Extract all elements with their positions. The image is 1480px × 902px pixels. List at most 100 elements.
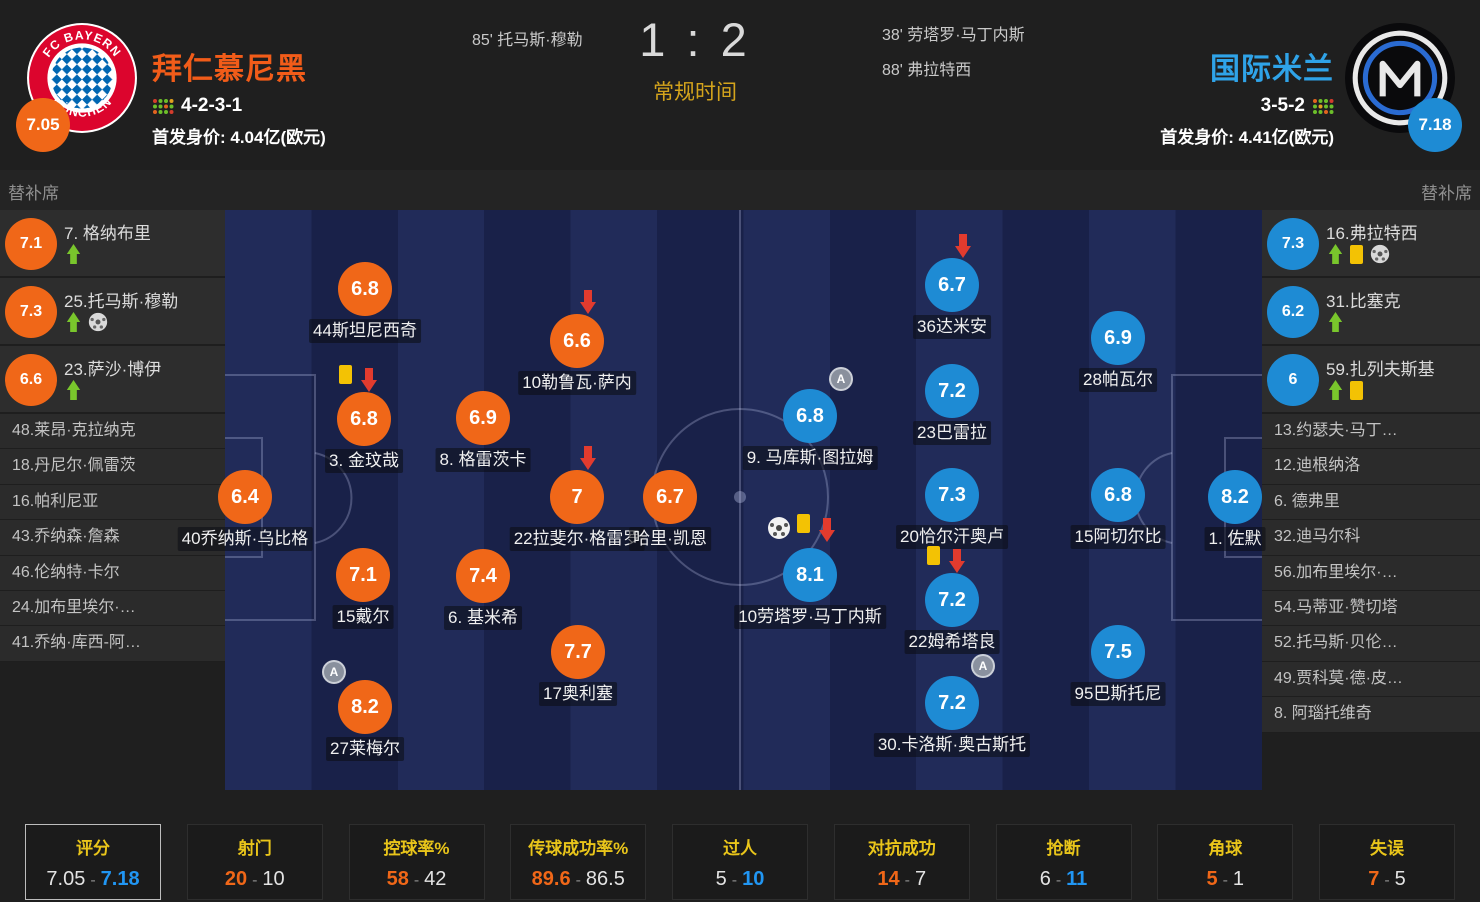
player-sane[interactable]: 6.6 10勒鲁瓦·萨内 (518, 290, 636, 395)
bench-rating-badge: 6.6 (5, 354, 57, 406)
stat-label: 角球 (1208, 839, 1243, 858)
scorer-entry: 85' 托马斯·穆勒 (472, 32, 583, 49)
bench-player-row[interactable]: 7.1 7. 格纳布里 (0, 210, 225, 278)
player-lautaro[interactable]: 8.1 10劳塔罗·马丁内斯 (734, 514, 886, 629)
player-name-label: 哈里·凯恩 (629, 527, 711, 551)
bench-player-row[interactable]: 41.乔纳·库西-阿… (0, 626, 225, 662)
player-rating-badge: 8.2 (1208, 470, 1262, 524)
bench-player-row[interactable]: 48.莱昂·克拉纳克 (0, 414, 225, 450)
bench-rating-badge: 7.1 (5, 218, 57, 270)
player-carlos-augusto[interactable]: A 7.2 30.卡洛斯·奥古斯托 (873, 654, 1031, 757)
bench-player-name: 31.比塞克 (1326, 292, 1401, 311)
player-name-label: 95巴斯托尼 (1070, 682, 1166, 706)
player-kim[interactable]: 6.8 3. 金玟哉 (325, 365, 403, 473)
yellow-card-icon (1350, 244, 1363, 264)
player-olise[interactable]: 7.7 17奥利塞 (539, 625, 617, 706)
away-formation-icon (1313, 98, 1334, 114)
stat-box-errors[interactable]: 失误 7-5 (1319, 824, 1455, 900)
player-name-label: 23巴雷拉 (913, 421, 991, 445)
bench-player-row[interactable]: 6. 德弗里 (1262, 484, 1480, 521)
assist-icon: A (829, 367, 853, 391)
substituted-out-icon (580, 446, 596, 470)
player-kane[interactable]: 6.7 哈里·凯恩 (629, 470, 711, 551)
substituted-out-icon (580, 290, 596, 314)
stat-box-dribbles[interactable]: 过人 5-10 (672, 824, 808, 900)
player-rating-badge: 7.5 (1091, 625, 1145, 679)
player-calhanoglu[interactable]: 7.3 20恰尔汗奥卢 (896, 468, 1008, 549)
player-name-label: 22姆希塔良 (904, 630, 1000, 654)
bench-player-row[interactable]: 54.马蒂亚·赞切塔 (1262, 590, 1480, 627)
bench-player-row[interactable]: 6 59.扎列夫斯基 (1262, 346, 1480, 414)
bench-player-name: 7. 格纳布里 (64, 224, 151, 243)
player-rating-badge: 7.2 (925, 676, 979, 730)
bench-player-row[interactable]: 6.2 31.比塞克 (1262, 278, 1480, 346)
stat-box-pass-accuracy[interactable]: 传球成功率% 89.6-86.5 (510, 824, 647, 900)
match-stats-bar: 评分 7.05-7.18 射门 20-10 控球率% 58-42 传球成功率% … (25, 824, 1455, 900)
stat-box-shots[interactable]: 射门 20-10 (186, 824, 323, 900)
player-rating-badge: 7.7 (551, 625, 605, 679)
stat-label: 抢断 (1046, 839, 1081, 858)
player-name-label: 15戴尔 (332, 605, 394, 629)
player-dier[interactable]: 7.1 15戴尔 (332, 548, 394, 629)
stat-label: 控球率% (383, 839, 450, 858)
player-mkhitaryan[interactable]: 7.2 22姆希塔良 (904, 546, 1000, 654)
bench-player-row[interactable]: 8. 阿瑙托维奇 (1262, 697, 1480, 733)
bench-title-right: 替补席 (1421, 184, 1472, 203)
stat-box-corners[interactable]: 角球 5-1 (1157, 824, 1294, 900)
home-formation-icon (153, 98, 174, 114)
stat-box-duels-won[interactable]: 对抗成功 14-7 (833, 824, 970, 900)
player-kimmich[interactable]: 7.4 6. 基米希 (444, 549, 522, 630)
player-rating-badge: 7.2 (925, 364, 979, 418)
away-bench-list: 7.3 16.弗拉特西 6.2 31.比塞克 6 59.扎列夫斯基 13.约瑟夫… (1262, 210, 1480, 733)
player-darmian[interactable]: 6.7 36达米安 (913, 234, 991, 339)
substituted-in-icon (66, 244, 81, 264)
player-goretzka[interactable]: 6.9 8. 格雷茨卡 (435, 391, 531, 472)
player-rating-badge: 6.4 (218, 470, 272, 524)
stat-box-possession[interactable]: 控球率% 58-42 (348, 824, 485, 900)
player-bastoni[interactable]: 7.5 95巴斯托尼 (1070, 625, 1166, 706)
stat-box-tackles[interactable]: 抢断 6-11 (995, 824, 1132, 900)
substituted-in-icon (66, 380, 81, 400)
bench-rating-badge: 6.2 (1267, 286, 1319, 338)
bench-player-row[interactable]: 12.迪根纳洛 (1262, 449, 1480, 485)
home-team-name[interactable]: 拜仁慕尼黑 (152, 53, 307, 86)
substituted-out-icon (361, 368, 377, 392)
away-team-rating-badge: 7.18 (1408, 98, 1462, 152)
away-team-name[interactable]: 国际米兰 (1210, 53, 1334, 86)
stat-box-rating[interactable]: 评分 7.05-7.18 (25, 824, 161, 900)
player-rating-badge: 8.1 (783, 548, 837, 602)
home-team-info: 拜仁慕尼黑 4-2-3-1 首发身价: 4.04亿(欧元) (152, 44, 326, 148)
player-rating-badge: 7.4 (456, 549, 510, 603)
bench-player-row[interactable]: 7.3 16.弗拉特西 (1262, 210, 1480, 278)
bench-player-row[interactable]: 7.3 25.托马斯·穆勒 (0, 278, 225, 346)
player-sommer[interactable]: 8.2 1. 佐默 (1204, 470, 1266, 551)
bench-player-row[interactable]: 18.丹尼尔·佩雷茨 (0, 449, 225, 485)
player-name-label: 28帕瓦尔 (1079, 368, 1157, 392)
bench-player-row[interactable]: 56.加布里埃尔·… (1262, 555, 1480, 591)
player-acerbi[interactable]: 6.8 15阿切尔比 (1070, 468, 1166, 549)
player-rating-badge: 6.8 (338, 262, 392, 316)
player-rating-badge: 6.8 (1091, 468, 1145, 522)
bench-player-row[interactable]: 16.帕利尼亚 (0, 484, 225, 521)
bench-player-row[interactable]: 52.托马斯·贝伦… (1262, 626, 1480, 662)
bench-player-row[interactable]: 13.约瑟夫·马丁… (1262, 414, 1480, 450)
player-barella[interactable]: 7.2 23巴雷拉 (913, 364, 991, 445)
bench-player-row[interactable]: 46.伦纳特·卡尔 (0, 555, 225, 591)
player-thuram[interactable]: A 6.8 9. 马库斯·图拉姆 (742, 367, 878, 470)
score: 1 : 2 (639, 13, 751, 66)
bench-player-row[interactable]: 6.6 23.萨沙·博伊 (0, 346, 225, 414)
player-guerreiro[interactable]: 7 22拉斐尔·格雷罗 (509, 446, 645, 551)
player-name-label: 6. 基米希 (444, 606, 522, 630)
bench-rating-badge: 7.3 (5, 286, 57, 338)
bench-player-name: 25.托马斯·穆勒 (64, 292, 179, 311)
player-stanisic[interactable]: 6.8 44斯坦尼西奇 (309, 262, 421, 343)
player-rating-badge: 7.2 (925, 573, 979, 627)
player-urbig[interactable]: 6.4 40乔纳斯·乌比格 (177, 470, 313, 551)
bench-player-row[interactable]: 32.迪马尔科 (1262, 520, 1480, 556)
player-pavard[interactable]: 6.9 28帕瓦尔 (1079, 311, 1157, 392)
bench-player-row[interactable]: 24.加布里埃尔·… (0, 590, 225, 627)
player-laimer[interactable]: A 8.2 27莱梅尔 (322, 660, 404, 761)
bench-player-row[interactable]: 49.贾科莫·德·皮… (1262, 661, 1480, 698)
yellow-card-icon (797, 514, 810, 533)
